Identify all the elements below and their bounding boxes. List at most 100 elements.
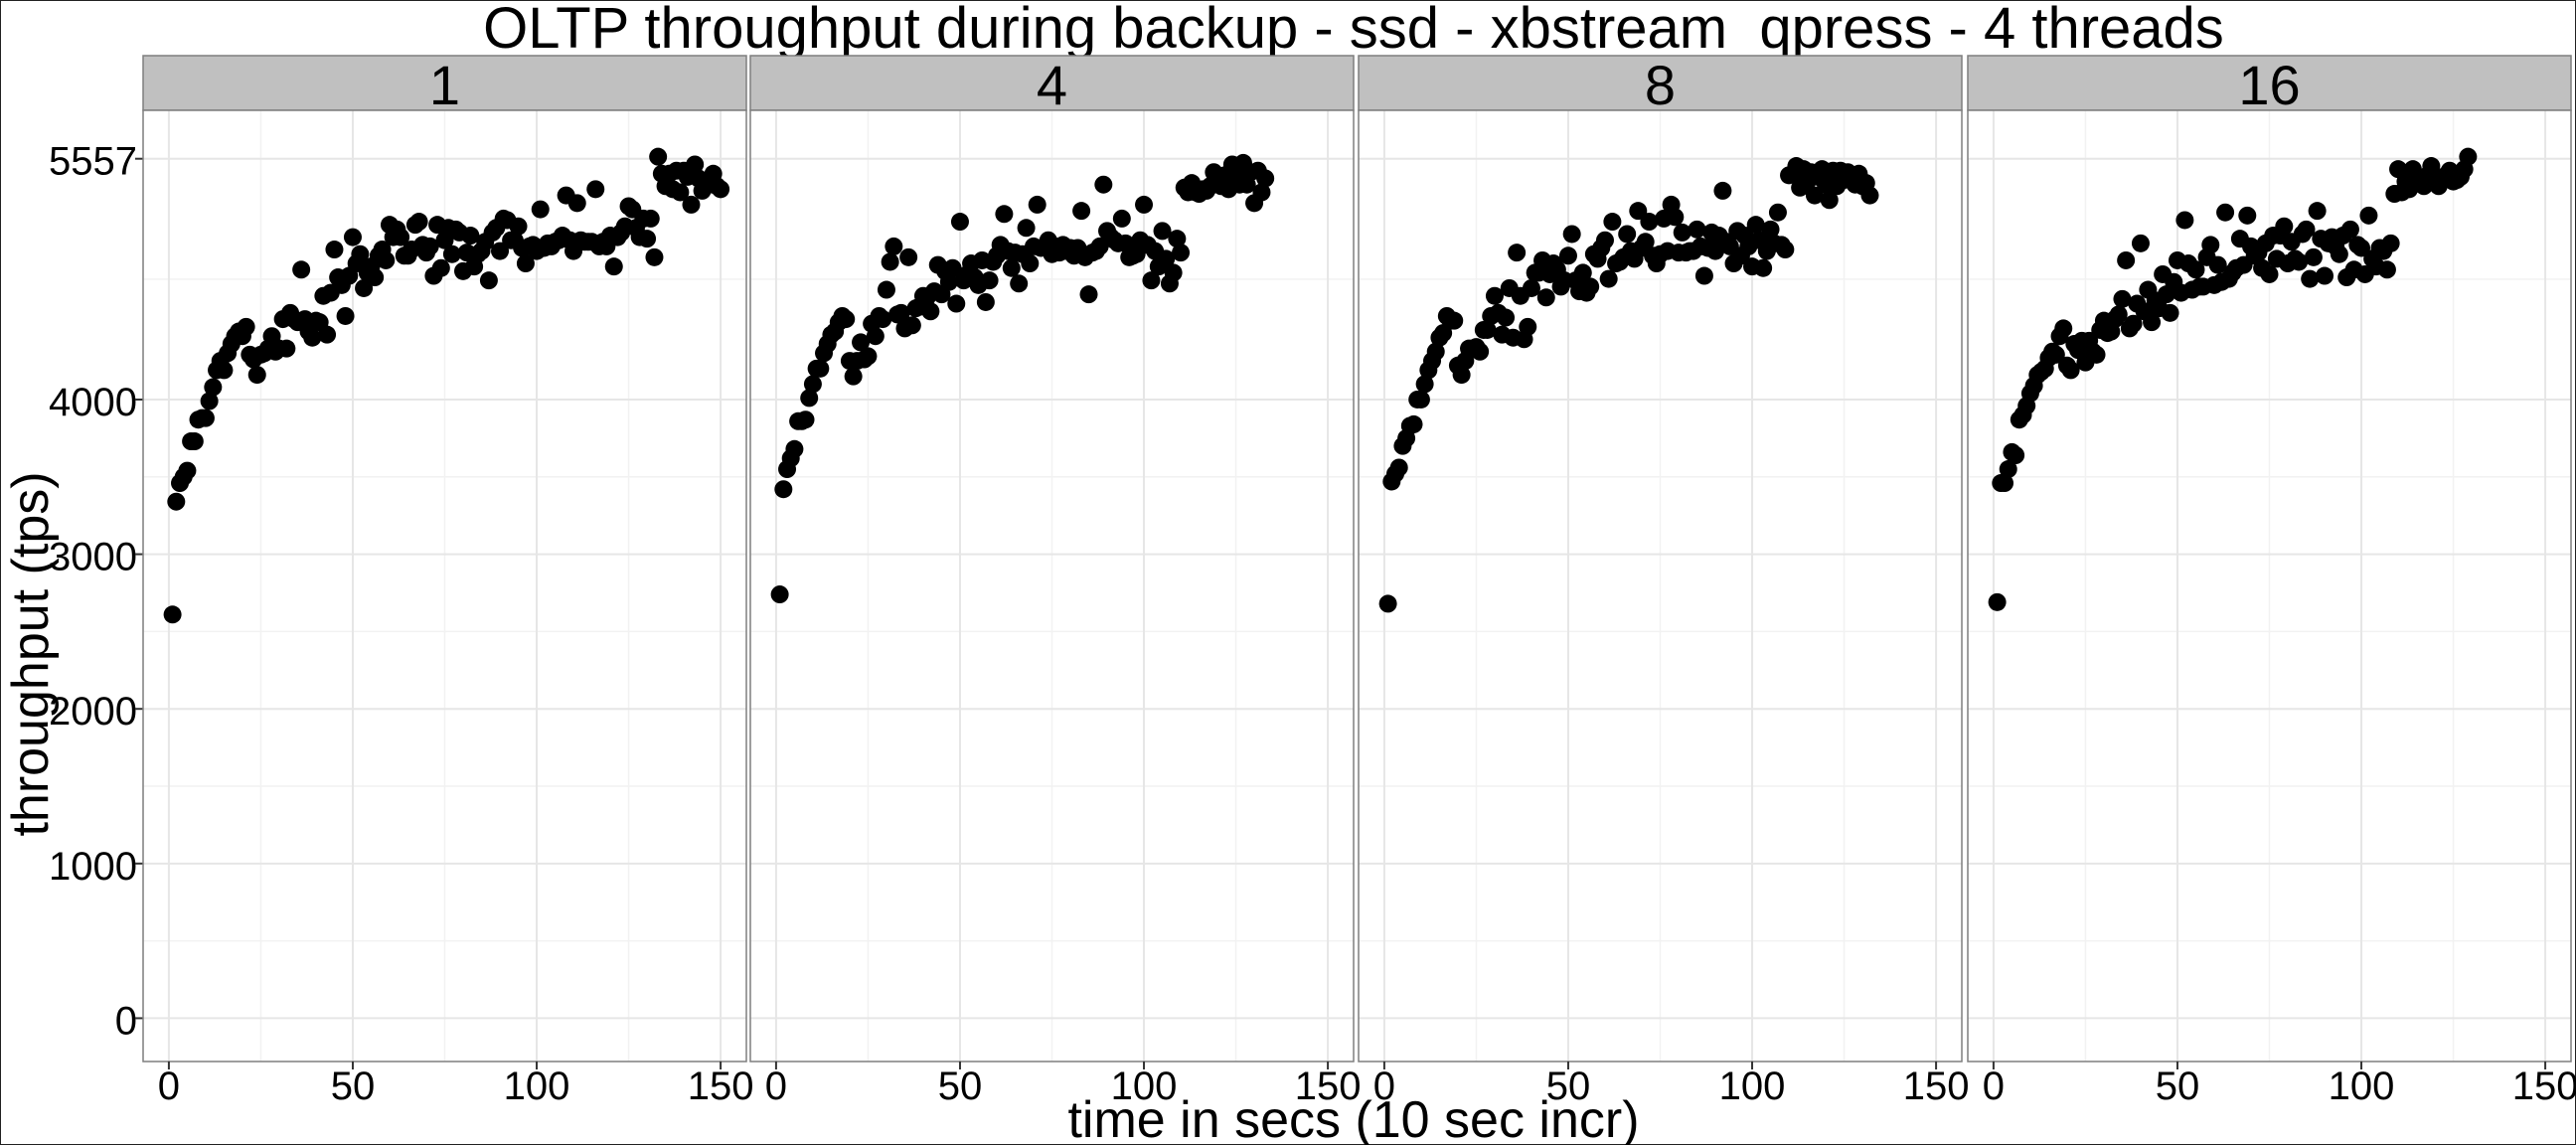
data-point (2131, 234, 2150, 252)
x-tick-label: 0 (158, 1064, 180, 1108)
data-point (1636, 233, 1655, 251)
data-point (1378, 594, 1397, 613)
data-point (325, 241, 344, 259)
facet-panel-8: 8 0 50 100 150 (1358, 54, 1970, 1108)
x-tick-label: 100 (1111, 1064, 1178, 1108)
data-point (874, 310, 892, 329)
data-point (2359, 206, 2378, 225)
data-point (976, 292, 995, 311)
data-point (1452, 366, 1471, 385)
data-point (1999, 460, 2017, 479)
data-point (1112, 209, 1131, 228)
data-point (2046, 345, 2065, 364)
data-point (943, 258, 962, 277)
data-point (899, 247, 918, 266)
y-axis-label: throughput (tps) (2, 471, 60, 836)
data-point (2260, 264, 2279, 283)
data-point (995, 205, 1014, 224)
data-point (1562, 225, 1581, 244)
data-point (1017, 219, 1036, 238)
data-point (1519, 317, 1537, 336)
data-point (852, 333, 871, 352)
data-point (1157, 249, 1176, 268)
data-point (1754, 258, 1773, 277)
data-point (1694, 266, 1713, 285)
x-tick-label: 100 (1719, 1064, 1786, 1108)
data-point (1599, 269, 1618, 288)
panel-border (749, 109, 1355, 1063)
panel-border (1967, 109, 2572, 1063)
data-point (2290, 252, 2309, 271)
data-point (712, 180, 730, 199)
facet-panel-4: 4 0 50 100 150 (749, 54, 1361, 1108)
data-point (1573, 263, 1592, 282)
data-point (2117, 250, 2136, 269)
data-point (247, 366, 266, 385)
data-point (336, 306, 355, 325)
data-point (1618, 225, 1637, 244)
x-tick-label: 0 (1373, 1064, 1395, 1108)
data-point (1746, 216, 1765, 235)
data-point (2201, 236, 2220, 254)
data-point (682, 195, 701, 214)
data-point (1629, 202, 1648, 221)
data-point (1776, 241, 1795, 259)
x-tick-label: 150 (2512, 1064, 2576, 1108)
x-tick-label: 150 (1903, 1064, 1970, 1108)
data-point (1761, 220, 1780, 239)
panel-border (142, 109, 747, 1063)
data-point (785, 439, 804, 458)
facet-strip (1967, 55, 2572, 111)
data-point (2124, 314, 2143, 333)
x-tick-label: 100 (504, 1064, 570, 1108)
data-point (1522, 278, 1540, 297)
facet-strip (142, 55, 747, 111)
x-tick-label: 100 (2329, 1064, 2395, 1108)
data-point (431, 258, 450, 277)
data-point (1021, 254, 1040, 273)
data-point (881, 252, 899, 271)
data-point (2113, 289, 2132, 308)
data-point (343, 228, 362, 246)
data-point (774, 480, 793, 499)
x-tick-label: 50 (2156, 1064, 2200, 1108)
data-point (1411, 390, 1430, 409)
data-point (604, 257, 623, 276)
x-tick-label: 0 (1983, 1064, 2005, 1108)
data-point (377, 250, 396, 269)
data-point (292, 260, 311, 279)
data-point (1485, 286, 1504, 305)
x-tick-label: 50 (1546, 1064, 1591, 1108)
data-point (185, 432, 204, 451)
data-point (461, 227, 480, 245)
data-point (877, 280, 895, 299)
data-point (1002, 258, 1021, 277)
data-point (491, 242, 510, 260)
facet-strip-label: 16 (2238, 54, 2300, 116)
data-point (392, 228, 410, 246)
data-point (2304, 247, 2323, 266)
y-tick-labels: 0 1000 2000 3000 4000 5557 (49, 140, 143, 1043)
data-point (567, 194, 586, 213)
data-point (1640, 213, 1659, 232)
data-point (902, 316, 921, 335)
data-point (947, 294, 966, 313)
data-point (196, 409, 215, 427)
data-point (2143, 313, 2162, 332)
data-point (1595, 231, 1614, 249)
y-tick-label: 1000 (49, 845, 137, 889)
data-point (355, 278, 374, 297)
data-point (178, 461, 197, 480)
data-point (1404, 414, 1423, 433)
data-point (2301, 269, 2320, 288)
data-point (980, 271, 999, 290)
data-point (837, 310, 856, 329)
data-point (303, 328, 322, 347)
data-point (1471, 342, 1490, 361)
data-point (420, 237, 439, 255)
data-point (1805, 186, 1824, 205)
data-point (1072, 202, 1091, 221)
data-point (2330, 245, 2348, 263)
data-point (1713, 181, 1732, 200)
